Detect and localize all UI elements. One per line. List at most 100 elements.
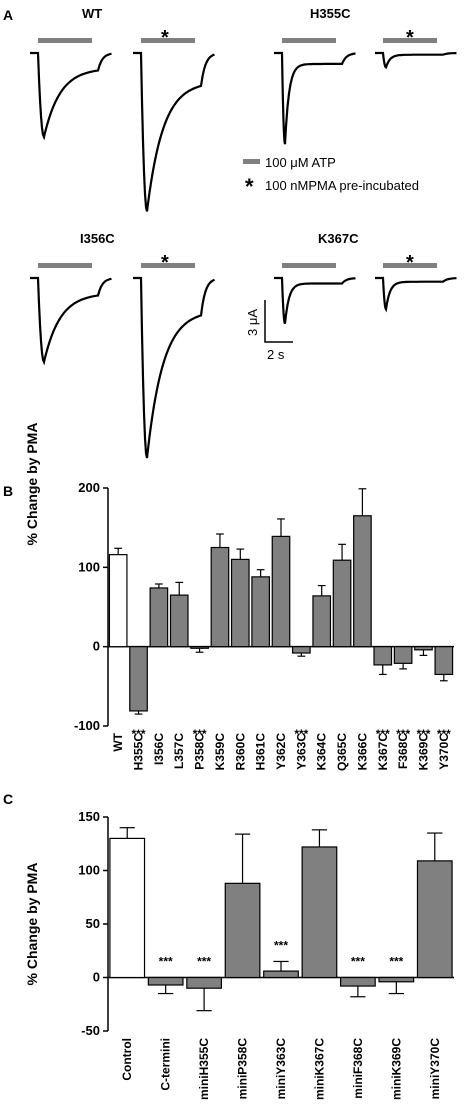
panel-b-y-axis-title: % Change by PMA [24, 423, 40, 546]
bar [393, 646, 413, 664]
x-tick-label: Q365C [335, 733, 349, 771]
trace-group: * [375, 27, 457, 70]
x-tick-label: K366C [355, 733, 369, 771]
bar [332, 559, 352, 648]
significance-label: *** [416, 727, 430, 741]
y-tick-label: 0 [93, 970, 100, 985]
atp-bar [282, 38, 336, 43]
trace-label: I356C [80, 231, 115, 246]
current-traces: WT * H355C * I356C * K367C * [30, 6, 457, 459]
y-tick-label: 100 [78, 559, 100, 574]
bar [149, 587, 169, 648]
panel-c-y-axis-title: % Change by PMA [24, 863, 40, 986]
x-tick-label: L357C [172, 733, 186, 769]
y-tick-label: 150 [78, 809, 100, 824]
x-tick-label: miniY363C [274, 1038, 288, 1100]
atp-bar [383, 263, 437, 268]
atp-bar [38, 38, 92, 43]
bar [263, 970, 299, 979]
significance-label: *** [351, 955, 365, 969]
significance-label: *** [389, 955, 403, 969]
x-tick-label: I356C [152, 733, 166, 765]
x-tick-label: H355C [132, 733, 146, 771]
atp-bar [38, 263, 92, 268]
significance-label: *** [193, 727, 207, 741]
legend-atp-swatch [243, 159, 260, 164]
trace-group: * [375, 252, 457, 313]
bar [339, 976, 376, 987]
x-tick-label: Y370C [437, 733, 451, 770]
pma-star: * [406, 27, 414, 49]
panel-a-label: A [3, 7, 13, 23]
panel-c-plot: -50 0 50 100 150 Control C-termini *** miniH355C… [78, 809, 454, 1100]
pma-star: * [161, 27, 169, 49]
x-tick-label: miniK367C [312, 1038, 326, 1100]
bar [169, 594, 189, 648]
bar [414, 646, 433, 651]
y-tick-label: 200 [78, 480, 100, 495]
atp-bar [141, 263, 195, 268]
x-tick-label: miniH355C [197, 1038, 211, 1100]
bar [230, 558, 250, 648]
trace-group: H355C [274, 6, 356, 145]
bar [373, 646, 393, 666]
x-tick-label: WT [111, 732, 125, 751]
trace-label: H355C [310, 6, 351, 21]
x-tick-label: miniK369C [389, 1038, 403, 1100]
panel-c-label: C [3, 791, 13, 807]
y-tick-label: 50 [86, 916, 100, 931]
x-tick-label: F368C [396, 733, 410, 769]
atp-bar [383, 38, 437, 43]
significance-label: *** [396, 727, 410, 741]
significance-label: *** [437, 727, 451, 741]
bar [224, 882, 261, 979]
trace-group: WT [30, 6, 112, 141]
x-tick-label: K359C [213, 733, 227, 771]
significance-label: *** [197, 955, 211, 969]
atp-bar [282, 263, 336, 268]
atp-bar [141, 38, 195, 43]
current-trace [133, 276, 215, 459]
significance-label: *** [376, 727, 390, 741]
pma-star: * [161, 252, 169, 274]
x-tick-label: K369C [416, 733, 430, 771]
significance-label: *** [132, 727, 146, 741]
bar [108, 554, 128, 648]
x-tick-label: miniF368C [351, 1038, 365, 1099]
panel-b-label: B [3, 483, 13, 499]
x-tick-label: Y363C [294, 733, 308, 770]
trace-group: * [133, 252, 215, 459]
bar [312, 595, 332, 648]
x-tick-label: K367C [376, 733, 390, 771]
bar [301, 846, 338, 979]
x-tick-label: C-termini [159, 1038, 173, 1091]
x-tick-label: miniP358C [236, 1038, 250, 1100]
bar [378, 976, 415, 983]
y-tick-label: -50 [81, 1023, 100, 1038]
x-tick-label: P358C [193, 733, 207, 770]
bar [210, 546, 230, 648]
scale-bar-lines [264, 300, 293, 343]
scale-bar: 3 μA 2 s [245, 300, 293, 362]
bar [186, 976, 223, 989]
scale-bar-y-label: 3 μA [245, 309, 260, 336]
bar [416, 860, 453, 979]
legend-pma-label: 100 nMPMA pre-incubated [265, 178, 419, 193]
bar [292, 646, 311, 654]
legend-atp-label: 100 μM ATP [265, 155, 336, 170]
x-tick-label: R360C [233, 733, 247, 771]
bar [353, 515, 372, 648]
current-trace [375, 51, 457, 70]
legend-star-symbol: * [245, 174, 254, 199]
current-trace [274, 276, 356, 324]
scale-bar-x-label: 2 s [267, 347, 285, 362]
bar [190, 646, 209, 649]
x-tick-label: Y362C [274, 733, 288, 770]
bar [129, 646, 148, 712]
current-trace [30, 51, 112, 141]
bar [251, 576, 270, 648]
significance-label: *** [294, 727, 308, 741]
